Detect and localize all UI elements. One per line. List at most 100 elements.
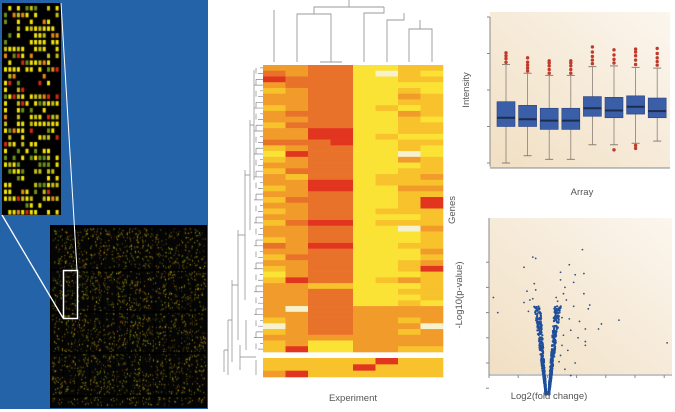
heatmap-cell <box>330 277 354 284</box>
heatmap-cell <box>330 151 354 158</box>
heatmap-cell <box>353 231 376 238</box>
heatmap-cell <box>285 128 309 135</box>
heatmap-cell <box>330 145 354 152</box>
heatmap-cell <box>398 93 421 100</box>
heatmap-cell <box>285 288 309 295</box>
volcano-point <box>541 355 544 358</box>
volcano-point <box>564 368 566 371</box>
heatmap-cell <box>285 82 309 89</box>
heatmap-cell <box>330 346 354 353</box>
volcano-point <box>566 349 569 352</box>
heatmap-cell <box>308 231 331 238</box>
heatmap-cell <box>263 311 286 318</box>
heatmap-cell <box>398 133 421 140</box>
outlier-point <box>612 148 616 152</box>
plot-area <box>489 218 672 374</box>
volcano-point <box>552 354 555 357</box>
heatmap-cell <box>420 87 444 94</box>
volcano-point <box>583 272 585 275</box>
volcano-point <box>531 297 534 300</box>
volcano-point <box>561 316 563 319</box>
heatmap-cell <box>330 311 354 318</box>
heatmap-cells <box>263 65 444 378</box>
heatmap-cell <box>420 179 444 186</box>
heatmap-cell <box>285 294 309 301</box>
heatmap-cell <box>263 174 286 181</box>
heatmap-cell <box>285 237 309 244</box>
volcano-point <box>537 328 541 332</box>
heatmap-cell <box>308 105 331 112</box>
heatmap-cell <box>398 300 421 307</box>
heatmap-cell <box>353 329 376 336</box>
heatmap-cell <box>285 346 309 353</box>
heatmap-cell <box>353 197 376 204</box>
volcano-point <box>526 290 528 293</box>
heatmap-cell <box>330 271 354 278</box>
volcano-point <box>539 312 543 315</box>
heatmap-cell <box>285 70 309 77</box>
heatmap-cell <box>398 334 421 341</box>
heatmap-cell <box>308 294 331 301</box>
heatmap-cell <box>263 191 286 198</box>
heatmap-cell <box>353 283 376 290</box>
heatmap-cell <box>398 162 421 169</box>
heatmap-cell <box>263 151 286 158</box>
volcano-point <box>541 334 544 337</box>
heatmap-cell <box>330 254 354 261</box>
heatmap-cell <box>330 128 354 135</box>
heatmap-cell <box>420 116 444 123</box>
heatmap-cell <box>398 202 421 209</box>
heatmap-cell <box>308 162 331 169</box>
heatmap-cell <box>330 370 354 378</box>
heatmap-cell <box>285 116 309 123</box>
heatmap-cell <box>353 145 376 152</box>
volcano-point <box>550 364 553 367</box>
zoom-line-top <box>60 2 78 271</box>
box-iqr <box>626 95 645 115</box>
outlier-point <box>633 62 638 67</box>
volcano-point <box>554 312 557 315</box>
heatmap-cell <box>353 70 376 77</box>
heatmap-cell <box>308 128 331 135</box>
volcano-point <box>556 305 559 308</box>
heatmap-cell <box>285 329 309 336</box>
heatmap-cell <box>375 93 399 100</box>
heatmap-cell <box>375 346 399 353</box>
volcano-point <box>539 346 542 349</box>
box-iqr <box>561 107 581 130</box>
volcano-point <box>552 320 556 323</box>
volcano-point <box>540 353 543 356</box>
heatmap-cell <box>330 76 354 83</box>
heatmap-cell <box>375 197 399 204</box>
heatmap-cell <box>330 202 354 209</box>
volcano-point <box>535 319 538 322</box>
heatmap-cell <box>285 76 309 83</box>
heatmap-cell <box>398 185 421 192</box>
heatmap-cell <box>330 231 354 238</box>
heatmap-cell <box>375 225 399 232</box>
heatmap-cell <box>420 82 444 89</box>
box-iqr <box>539 107 559 130</box>
heatmap-cell <box>285 202 309 209</box>
heatmap-cell <box>420 294 444 301</box>
heatmap-cell <box>353 311 376 318</box>
volcano-point <box>539 320 543 324</box>
heatmap-cell <box>375 65 399 72</box>
volcano-point <box>564 286 566 289</box>
heatmap-cell <box>263 225 286 232</box>
volcano-point <box>553 347 557 350</box>
volcano-point <box>557 315 560 318</box>
heatmap-cell <box>353 162 376 169</box>
volcano-point <box>533 305 536 308</box>
heatmap-cell <box>285 139 309 146</box>
heatmap-cell <box>398 197 421 204</box>
volcano-point <box>569 329 572 332</box>
heatmap-cell <box>420 139 444 146</box>
heatmap-cell <box>375 70 399 77</box>
heatmap-cell <box>398 82 421 89</box>
heatmap-cell <box>398 219 421 227</box>
heatmap-cell <box>308 197 331 204</box>
volcano-point <box>587 307 590 310</box>
heatmap-cell <box>263 231 286 238</box>
heatmap-cell <box>285 93 309 100</box>
